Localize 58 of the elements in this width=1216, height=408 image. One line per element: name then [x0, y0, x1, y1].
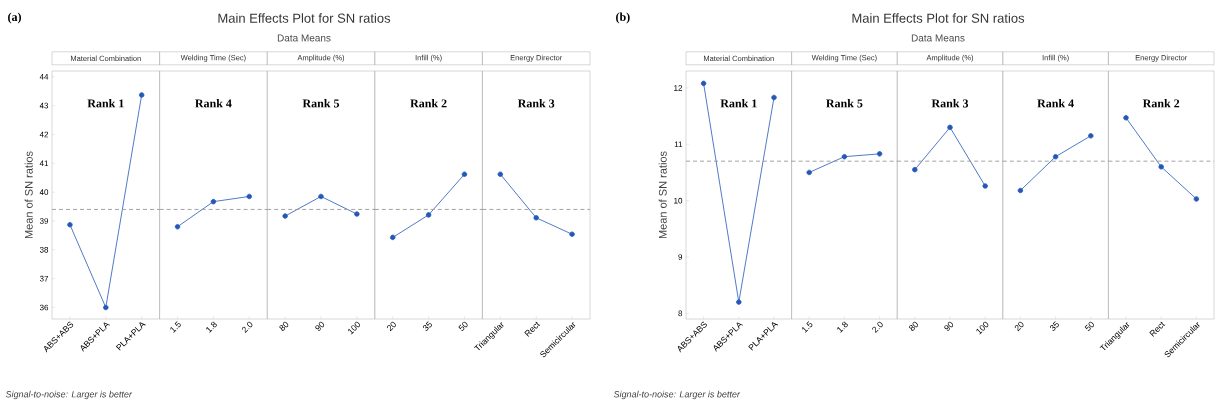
x-tick-label: 1.8: [837, 321, 848, 333]
text: Signal-to-noise: Larger is better: [613, 390, 741, 400]
y-axis-title: Mean of SN ratios: [658, 151, 667, 239]
x-tick-label: 20: [1014, 321, 1024, 332]
text: Data Means: [911, 34, 965, 42]
x-tick-label: 35: [422, 321, 432, 331]
annotation: Rank 5: [302, 99, 340, 108]
x-tick-label: 50: [458, 321, 468, 331]
annotation: Rank 1: [720, 99, 757, 108]
x-tick-label: 1.8: [206, 321, 217, 333]
y-tick-label: 9: [678, 254, 683, 260]
x-tick-label: 90: [315, 321, 325, 331]
point: [67, 222, 73, 228]
annotation: Rank 1: [87, 99, 124, 108]
x-tick-label: 1.5: [170, 321, 181, 333]
x-tick-label: 80: [909, 321, 918, 331]
point: [103, 304, 109, 311]
text: Data Means: [277, 34, 331, 42]
point: [138, 92, 145, 98]
x-tick-label: 100: [976, 321, 989, 335]
text: Main Effects Plot for SN ratios: [852, 13, 1025, 23]
y-tick-label: 41: [39, 160, 49, 167]
annotation: Rank 3: [931, 99, 969, 108]
point: [736, 299, 742, 305]
annotation: Rank 2: [1142, 99, 1180, 108]
y-tick-label: 10: [674, 197, 683, 204]
y-tick-label: 44: [39, 74, 49, 80]
y-axis-title: Mean of SN ratios: [24, 151, 33, 239]
y-tick-label: 42: [39, 131, 49, 138]
annotation: Rank 4: [1037, 99, 1074, 108]
y-tick-label: 12: [674, 85, 683, 91]
y-tick-label: 39: [39, 218, 49, 224]
y-tick-label: 8: [678, 310, 683, 317]
x-tick-label: 2.0: [872, 321, 883, 333]
y-tick-label: 38: [39, 246, 49, 253]
x-tick-label: 80: [279, 321, 289, 331]
x-tick-label: 35: [1049, 321, 1059, 331]
text: (a): [8, 12, 21, 24]
y-tick-label: 11: [674, 141, 683, 148]
y-tick-label: 40: [39, 189, 49, 195]
annotation: Rank 3: [517, 99, 555, 108]
annotation: Rank 5: [826, 99, 863, 108]
text: Signal-to-noise: Larger is better: [5, 390, 133, 400]
y-tick-label: 37: [39, 275, 49, 282]
y-tick-label: 43: [39, 102, 49, 109]
y-tick-label: 36: [39, 304, 49, 311]
text: Main Effects Plot for SN ratios: [218, 13, 391, 23]
x-tick-label: 50: [1084, 321, 1094, 331]
point: [700, 80, 707, 87]
annotation: Rank 2: [410, 99, 447, 108]
x-tick-label: 20: [387, 321, 396, 332]
annotation: Rank 4: [195, 99, 232, 108]
x-tick-label: 1.5: [802, 321, 813, 333]
x-tick-label: 2.0: [241, 321, 253, 333]
text: (b): [616, 12, 630, 24]
point: [771, 94, 777, 101]
x-tick-label: 90: [944, 321, 954, 331]
x-tick-label: 100: [348, 321, 360, 335]
